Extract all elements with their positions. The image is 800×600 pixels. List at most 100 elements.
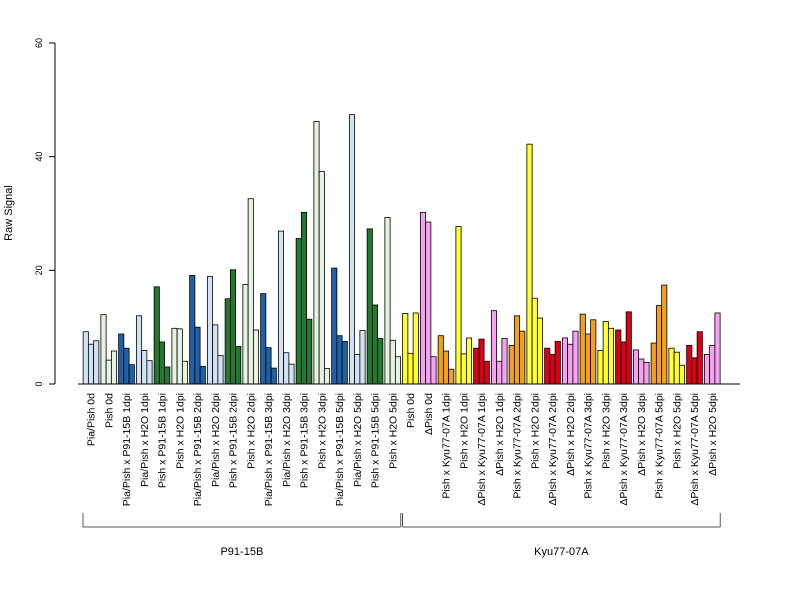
bar (295, 238, 302, 385)
bar (283, 352, 290, 385)
bar (87, 343, 95, 385)
bar (123, 347, 130, 385)
x-tick-label: Pish x H2O 2dpi (529, 393, 541, 469)
bar (620, 341, 627, 385)
bar (655, 305, 663, 385)
bar (206, 276, 214, 385)
bar (625, 311, 632, 385)
bar-group (402, 312, 419, 385)
x-tick-label: ΔPish x H2O 2dpi (565, 393, 577, 476)
bar (341, 340, 348, 385)
bar (615, 329, 622, 385)
bar (105, 359, 112, 385)
bar (460, 353, 467, 385)
bar (331, 267, 338, 385)
bar (164, 366, 171, 385)
bar (336, 335, 343, 385)
group-label: P91-15B (220, 546, 263, 558)
bar (212, 324, 219, 385)
bar (359, 330, 366, 385)
bar (247, 198, 254, 385)
y-axis-title: Raw Signal (3, 185, 15, 241)
bar (590, 319, 597, 385)
bar-group (686, 331, 703, 385)
x-tick-label: ΔPish x H2O 3dpi (636, 393, 648, 476)
bar (146, 360, 153, 385)
bar (597, 350, 604, 385)
bar (394, 356, 402, 385)
bar (696, 331, 703, 385)
bar (141, 350, 148, 385)
x-tick-label: ΔPish x H2O 1dpi (494, 393, 506, 476)
bar (288, 363, 295, 385)
bar-group (579, 313, 597, 385)
bar-group (82, 331, 100, 385)
bar (384, 217, 391, 385)
bar (313, 121, 320, 385)
x-tick-label: Pia/Pish x H2O 2dpi (210, 393, 222, 487)
bar (691, 357, 698, 385)
bar (217, 355, 224, 385)
bar (377, 338, 384, 385)
bar (549, 354, 556, 385)
bar-group (153, 286, 171, 385)
x-tick-label: Pish x Kyu77-07A 3dpi (583, 393, 595, 499)
bar (501, 338, 508, 385)
bar-group (313, 121, 331, 385)
bar-group (206, 276, 224, 385)
bar (158, 341, 166, 385)
bar-group (615, 311, 632, 385)
bar-group (437, 335, 455, 385)
bar (643, 362, 650, 385)
x-tick-label: ΔPish x Kyu77-07A 3dpi (618, 393, 630, 506)
bar (100, 314, 107, 385)
bar (668, 347, 675, 385)
x-tick-label: ΔPish 0d (423, 393, 435, 435)
x-tick-label: Pia/Pish x P91-15B 5dpi (334, 393, 346, 506)
bar-group (561, 330, 579, 385)
x-tick-label: Pish 0d (103, 393, 115, 428)
bar-group (419, 211, 437, 385)
x-tick-label: Pia/Pish x P91-15B 1dpi (121, 393, 133, 506)
bar (513, 315, 521, 385)
bar (661, 284, 668, 385)
bar (323, 368, 331, 385)
bars (82, 114, 721, 385)
bar (189, 275, 196, 385)
bar (483, 360, 490, 385)
bar (579, 313, 586, 385)
category-labels: Pia/Pish 0d Pish 0d Pia/Pish x P91-15B 1dp… (86, 393, 719, 506)
bar-group (650, 284, 668, 385)
bar-group (526, 143, 544, 385)
bar (318, 171, 325, 385)
bar-group (189, 275, 206, 385)
bar (389, 339, 396, 385)
bar (93, 340, 100, 385)
x-tick-label: Pish x H2O 1dpi (458, 393, 470, 469)
bar (419, 211, 427, 385)
bar (531, 297, 538, 385)
x-tick-label: Pish x P91-15B 3dpi (299, 393, 311, 488)
x-tick-label: Pia/Pish x H2O 5dpi (352, 393, 364, 487)
bar-group (632, 349, 650, 385)
bar-group (473, 338, 490, 385)
bar-group (277, 230, 295, 385)
y-tick-label: 0 (34, 381, 44, 386)
bar (270, 367, 277, 385)
x-tick-label: Pish x H2O 1dpi (174, 393, 186, 469)
bar (448, 368, 455, 385)
x-tick-label: Pish x Kyu77-07A 5dpi (654, 393, 666, 499)
bar-group (490, 310, 508, 385)
bar (371, 304, 379, 385)
bar (229, 269, 237, 385)
bar (430, 356, 437, 385)
bar (703, 354, 711, 385)
bar-group (260, 293, 277, 385)
bar (260, 293, 267, 385)
bar (118, 333, 125, 385)
bar-group (242, 198, 260, 385)
bar-group (544, 340, 561, 385)
bar (544, 347, 551, 385)
